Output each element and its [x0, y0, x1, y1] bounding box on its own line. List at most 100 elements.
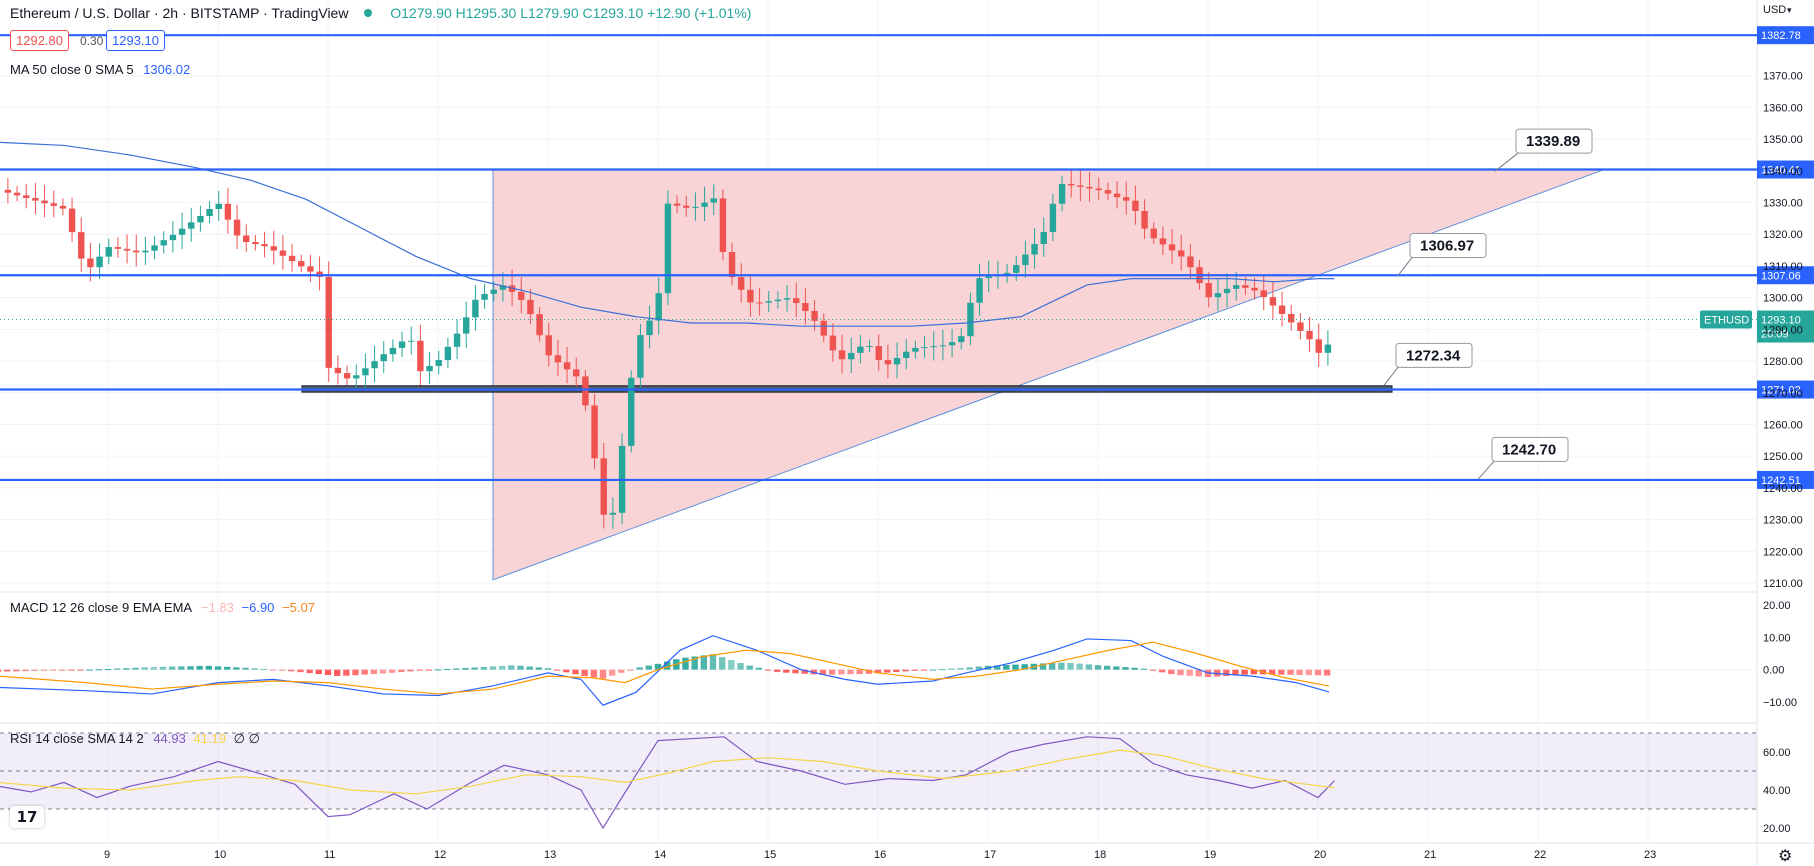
price-scale-tick: 1320.00	[1763, 229, 1803, 241]
candle-body	[563, 362, 571, 370]
tradingview-logo[interactable]: 17	[10, 806, 44, 828]
macd-value-3: −5.07	[282, 600, 315, 615]
candle-body	[197, 215, 204, 223]
macd-histogram-bar	[480, 666, 488, 670]
macd-histogram-bar	[379, 669, 387, 674]
price-scale-tick: 1340.00	[1763, 166, 1803, 178]
price-tag-label: 1271.02	[1761, 385, 1801, 397]
price-scale-tick: 1370.00	[1763, 71, 1803, 83]
candle-body	[637, 335, 644, 378]
price-scale-tick: 1270.00	[1763, 388, 1803, 400]
ohlc-open: O1279.90	[390, 5, 452, 21]
macd-histogram-bar	[196, 665, 203, 670]
ask-price-button[interactable]: 1293.10	[106, 30, 165, 51]
macd-legend[interactable]: MACD 12 26 close 9 EMA EMA −1.83 −6.90 −…	[10, 600, 315, 615]
candle-body	[215, 203, 222, 210]
macd-histogram-bar	[773, 669, 781, 672]
candle-body	[985, 276, 992, 279]
macd-histogram-bar	[572, 669, 579, 675]
symbol-tag	[1700, 310, 1752, 329]
price-tag	[1757, 266, 1814, 285]
rsi-scale-tick: 20.00	[1763, 823, 1791, 835]
candle-body	[472, 299, 479, 318]
price-tag-label: 1242.51	[1761, 475, 1801, 487]
candle-body	[958, 336, 965, 343]
macd-histogram-bar	[1103, 665, 1111, 670]
price-scale-tick: 1260.00	[1763, 419, 1803, 431]
price-tag-label: 1307.06	[1761, 270, 1801, 282]
macd-histogram-bar	[663, 661, 671, 670]
symbol-tag-label: ETHUSD	[1704, 315, 1749, 327]
candle-body	[444, 346, 452, 361]
callout-pointer	[1494, 152, 1519, 172]
candle-body	[738, 277, 745, 290]
macd-histogram-bar	[489, 666, 497, 670]
candle-body	[1040, 231, 1047, 244]
macd-histogram-bar	[1323, 669, 1331, 676]
macd-histogram-bar	[1223, 669, 1230, 676]
candle-body	[307, 266, 314, 272]
macd-histogram-bar	[361, 669, 368, 675]
macd-histogram-bar	[251, 668, 258, 670]
price-scale-tick: 1220.00	[1763, 546, 1803, 558]
time-scale-tick: 15	[764, 849, 776, 861]
macd-histogram-bar	[388, 669, 396, 673]
candle-body	[371, 361, 378, 369]
candle-body	[1058, 183, 1066, 204]
candle-body	[169, 234, 177, 241]
candle-body	[178, 228, 186, 235]
candle-body	[848, 352, 855, 360]
candle-body	[866, 345, 873, 347]
candle-body	[435, 360, 442, 366]
bid-price-button[interactable]: 1292.80	[10, 30, 69, 51]
macd-histogram-bar	[86, 669, 93, 671]
candle-body	[921, 347, 928, 349]
candle-body	[160, 240, 167, 246]
candle-body	[802, 303, 809, 311]
candle-body	[1113, 193, 1121, 198]
time-scale-tick: 21	[1424, 849, 1436, 861]
macd-histogram-bar	[113, 668, 121, 670]
macd-histogram-bar	[498, 665, 506, 670]
ma-legend[interactable]: MA 50 close 0 SMA 5 1306.02	[10, 62, 190, 77]
candle-body	[518, 291, 525, 300]
settings-gear-icon: ⚙	[1778, 848, 1792, 865]
macd-scale-tick: 10.00	[1763, 632, 1791, 644]
candle-body	[756, 302, 763, 304]
macd-histogram-bar	[755, 667, 763, 670]
macd-histogram-bar	[608, 669, 616, 676]
symbol-title[interactable]: Ethereum / U.S. Dollar · 2h · BITSTAMP ·…	[10, 5, 349, 21]
candle-body	[554, 355, 562, 363]
macd-histogram-bar	[929, 669, 937, 671]
candle-body	[68, 208, 76, 233]
candle-body	[243, 235, 250, 243]
callout-pointer	[1397, 257, 1413, 276]
candle-body	[820, 320, 827, 336]
candle-body	[151, 245, 158, 251]
macd-histogram-bar	[883, 669, 891, 673]
candle-body	[288, 255, 296, 262]
rsi-legend[interactable]: RSI 14 close SMA 14 2 44.93 41.19 ∅ ∅	[10, 731, 260, 747]
callout-label: 1339.89	[1526, 133, 1580, 150]
macd-histogram-bar	[77, 669, 84, 671]
macd-histogram-bar	[416, 669, 423, 671]
macd-histogram-bar	[1076, 663, 1083, 670]
macd-histogram-bar	[618, 669, 625, 673]
price-scale-tick: 1250.00	[1763, 451, 1803, 463]
price-scale-tick: 1280.00	[1763, 356, 1803, 368]
candle-body	[692, 206, 699, 208]
callout-pointer	[1477, 460, 1495, 480]
macd-histogram-bar	[847, 669, 854, 675]
macd-histogram-bar	[1140, 668, 1148, 670]
macd-histogram-bar	[40, 669, 48, 671]
macd-histogram-bar	[1305, 669, 1313, 676]
candle-body	[1278, 305, 1286, 314]
currency-dropdown-icon: ▾	[1787, 5, 1792, 15]
macd-histogram-bar	[324, 669, 332, 676]
macd-histogram-bar	[123, 668, 130, 670]
callout-label: 1272.34	[1406, 347, 1461, 364]
candle-body	[1223, 288, 1231, 294]
candle-body	[967, 302, 974, 337]
candle-body	[1242, 285, 1249, 288]
